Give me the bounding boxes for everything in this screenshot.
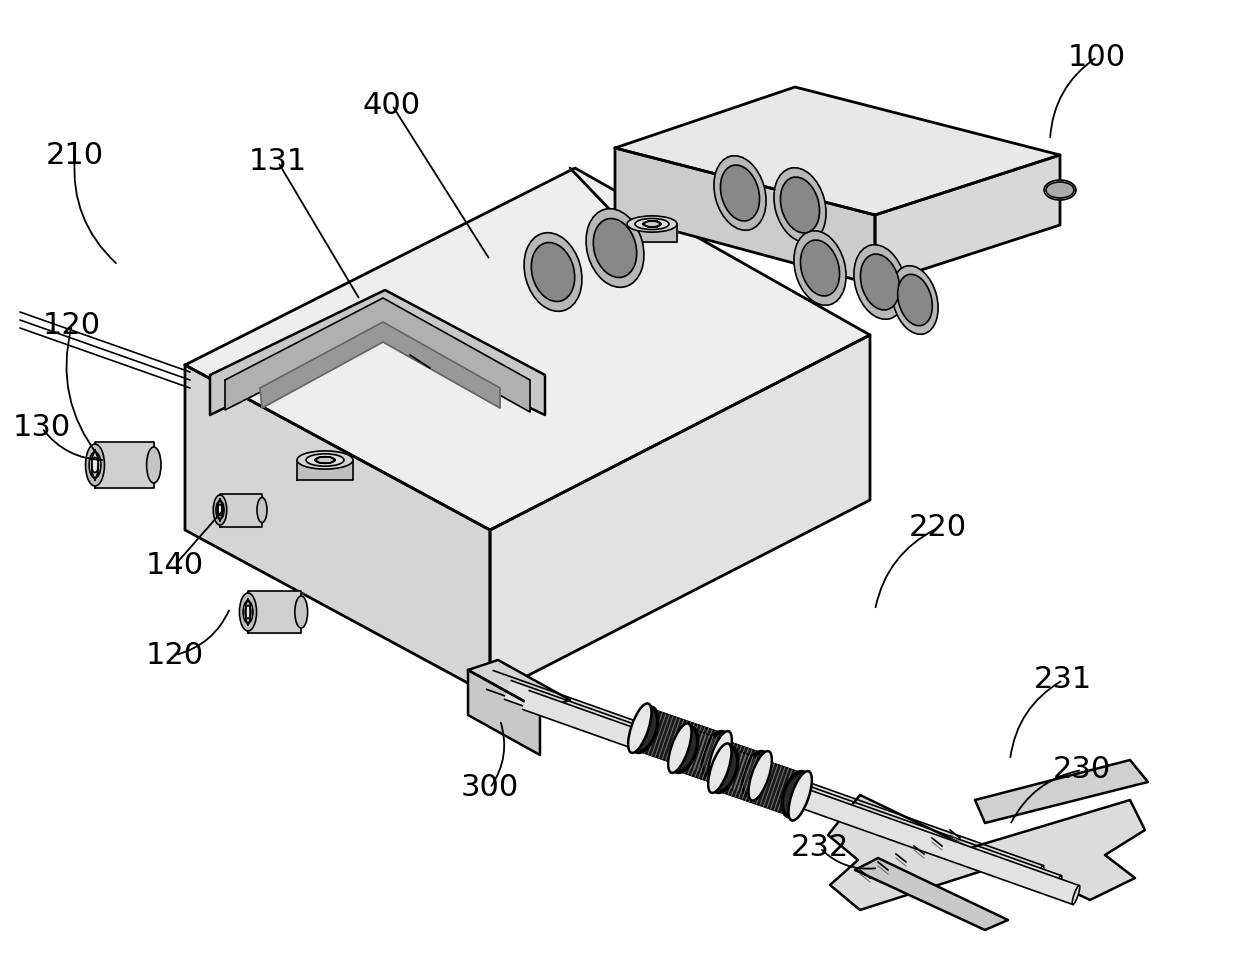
Ellipse shape bbox=[1037, 866, 1044, 885]
Text: 210: 210 bbox=[46, 141, 104, 170]
Ellipse shape bbox=[708, 731, 732, 781]
Polygon shape bbox=[224, 298, 529, 412]
Ellipse shape bbox=[644, 221, 661, 227]
Ellipse shape bbox=[898, 274, 932, 326]
Ellipse shape bbox=[86, 444, 104, 486]
Ellipse shape bbox=[703, 733, 728, 775]
Text: 120: 120 bbox=[43, 311, 102, 340]
Text: 231: 231 bbox=[1034, 666, 1092, 695]
Ellipse shape bbox=[298, 451, 353, 469]
Ellipse shape bbox=[629, 703, 651, 753]
Polygon shape bbox=[260, 322, 500, 408]
Ellipse shape bbox=[774, 168, 826, 242]
Ellipse shape bbox=[593, 218, 636, 278]
Ellipse shape bbox=[213, 495, 227, 525]
Polygon shape bbox=[95, 442, 154, 488]
Polygon shape bbox=[828, 795, 1145, 910]
Ellipse shape bbox=[246, 605, 250, 619]
Ellipse shape bbox=[1073, 886, 1080, 904]
Ellipse shape bbox=[89, 452, 100, 478]
Text: 232: 232 bbox=[791, 834, 849, 863]
Ellipse shape bbox=[525, 233, 582, 312]
Polygon shape bbox=[185, 168, 870, 530]
Ellipse shape bbox=[216, 501, 224, 519]
Ellipse shape bbox=[1044, 180, 1076, 200]
Ellipse shape bbox=[531, 242, 574, 301]
Ellipse shape bbox=[720, 165, 760, 221]
Ellipse shape bbox=[714, 155, 766, 231]
Text: 400: 400 bbox=[363, 91, 422, 120]
Polygon shape bbox=[975, 760, 1148, 823]
Ellipse shape bbox=[635, 218, 670, 230]
Ellipse shape bbox=[243, 601, 253, 623]
Polygon shape bbox=[219, 493, 262, 527]
Polygon shape bbox=[627, 224, 677, 242]
Polygon shape bbox=[490, 335, 870, 695]
Polygon shape bbox=[615, 87, 1060, 215]
Ellipse shape bbox=[1047, 182, 1074, 198]
Ellipse shape bbox=[239, 593, 257, 631]
Ellipse shape bbox=[794, 231, 846, 305]
Polygon shape bbox=[505, 680, 1061, 895]
Ellipse shape bbox=[295, 596, 308, 628]
Ellipse shape bbox=[306, 454, 343, 466]
Text: 140: 140 bbox=[146, 550, 205, 580]
Polygon shape bbox=[467, 670, 539, 755]
Polygon shape bbox=[637, 709, 723, 775]
Ellipse shape bbox=[789, 771, 812, 820]
Ellipse shape bbox=[708, 743, 732, 793]
Polygon shape bbox=[248, 592, 301, 633]
Text: 130: 130 bbox=[12, 413, 71, 443]
Polygon shape bbox=[486, 671, 1043, 885]
Ellipse shape bbox=[92, 457, 98, 473]
Polygon shape bbox=[210, 290, 546, 415]
Polygon shape bbox=[677, 729, 763, 795]
Ellipse shape bbox=[743, 753, 769, 795]
Ellipse shape bbox=[780, 177, 820, 233]
Polygon shape bbox=[718, 749, 802, 815]
Polygon shape bbox=[856, 858, 1008, 930]
Ellipse shape bbox=[672, 729, 697, 771]
Ellipse shape bbox=[587, 208, 644, 288]
Text: 220: 220 bbox=[909, 513, 967, 542]
Polygon shape bbox=[185, 365, 490, 695]
Ellipse shape bbox=[712, 749, 738, 791]
Ellipse shape bbox=[668, 724, 692, 773]
Text: 230: 230 bbox=[1053, 756, 1111, 785]
Ellipse shape bbox=[854, 245, 906, 319]
Ellipse shape bbox=[782, 773, 808, 815]
Ellipse shape bbox=[801, 240, 839, 296]
Ellipse shape bbox=[146, 447, 161, 483]
Polygon shape bbox=[298, 460, 353, 480]
Ellipse shape bbox=[1054, 875, 1061, 895]
Polygon shape bbox=[467, 660, 570, 710]
Ellipse shape bbox=[315, 456, 335, 463]
Text: 300: 300 bbox=[461, 774, 520, 803]
Ellipse shape bbox=[632, 708, 657, 751]
Text: 100: 100 bbox=[1068, 42, 1126, 71]
Text: 120: 120 bbox=[146, 641, 205, 670]
Ellipse shape bbox=[257, 498, 267, 522]
Polygon shape bbox=[875, 155, 1060, 285]
Ellipse shape bbox=[749, 751, 771, 801]
Polygon shape bbox=[615, 148, 875, 285]
Ellipse shape bbox=[217, 505, 222, 515]
Ellipse shape bbox=[861, 254, 899, 310]
Polygon shape bbox=[522, 691, 1079, 904]
Ellipse shape bbox=[892, 265, 939, 334]
Ellipse shape bbox=[627, 216, 677, 233]
Text: 131: 131 bbox=[249, 148, 308, 177]
